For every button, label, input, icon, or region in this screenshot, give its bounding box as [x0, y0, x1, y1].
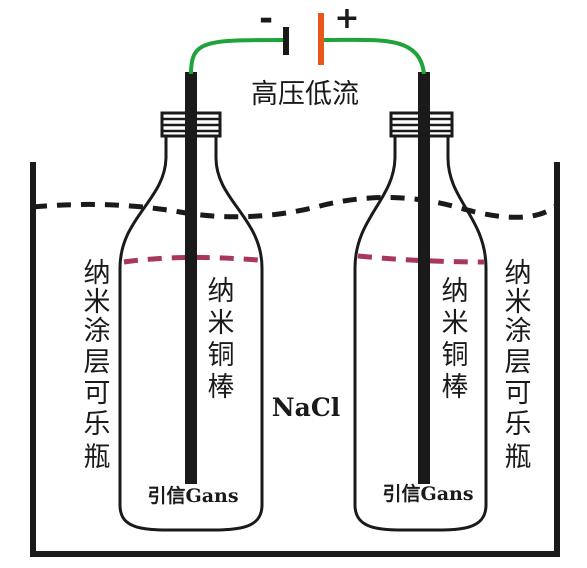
left-outside-char: 乐 — [84, 409, 111, 440]
right-rod-label: 纳 米 铜 棒 — [442, 276, 469, 403]
left-rod-char: 纳 — [208, 276, 235, 307]
right-bottle — [353, 72, 488, 532]
right-outside-char: 可 — [505, 378, 532, 409]
right-outside-char: 乐 — [505, 409, 532, 440]
left-bottle — [118, 72, 264, 532]
battery-positive-sign: + — [334, 1, 359, 36]
left-rod-char: 棒 — [208, 372, 235, 403]
right-outside-char: 瓶 — [505, 442, 532, 473]
left-copper-rod — [185, 72, 197, 484]
right-outside-char: 涂 — [505, 316, 532, 347]
right-rod-char: 铜 — [442, 340, 469, 371]
left-outside-char: 层 — [84, 347, 111, 378]
left-rod-char: 米 — [208, 308, 235, 339]
right-copper-rod — [418, 72, 430, 484]
battery-negative-plate — [283, 27, 289, 55]
right-bottom-label: 引信Gans — [382, 482, 473, 505]
positive-wire — [323, 37, 426, 75]
battery-negative-sign: - — [259, 0, 273, 39]
battery-positive-plate — [318, 13, 324, 65]
power-label: 高压低流 — [251, 79, 359, 110]
left-bottle-body — [118, 134, 264, 532]
right-inner-level-line — [357, 253, 485, 265]
left-bottom-label: 引信Gans — [147, 484, 238, 507]
right-outside-char: 纳 — [505, 258, 532, 289]
left-rod-char: 铜 — [208, 340, 235, 371]
right-bottle-body — [353, 134, 488, 532]
left-outside-char: 米 — [84, 287, 111, 318]
right-bottle-outside-label: 纳 米 涂 层 可 乐 瓶 — [505, 258, 532, 473]
right-rod-char: 棒 — [442, 372, 469, 403]
right-rod-char: 纳 — [442, 276, 469, 307]
left-rod-label: 纳 米 铜 棒 — [208, 276, 235, 403]
right-rod-char: 米 — [442, 308, 469, 339]
right-outside-char: 米 — [505, 287, 532, 318]
battery: - + — [259, 0, 360, 65]
left-outside-char: 纳 — [84, 258, 111, 289]
right-outside-char: 层 — [505, 347, 532, 378]
water-surface-line — [32, 195, 559, 220]
left-outside-char: 可 — [84, 378, 111, 409]
left-outside-char: 瓶 — [84, 442, 111, 473]
left-outside-char: 涂 — [84, 316, 111, 347]
negative-wire — [189, 38, 286, 75]
tank-outline — [30, 162, 560, 557]
solution-label: NaCl — [272, 393, 340, 422]
left-bottle-outside-label: 纳 米 涂 层 可 乐 瓶 — [84, 258, 111, 473]
